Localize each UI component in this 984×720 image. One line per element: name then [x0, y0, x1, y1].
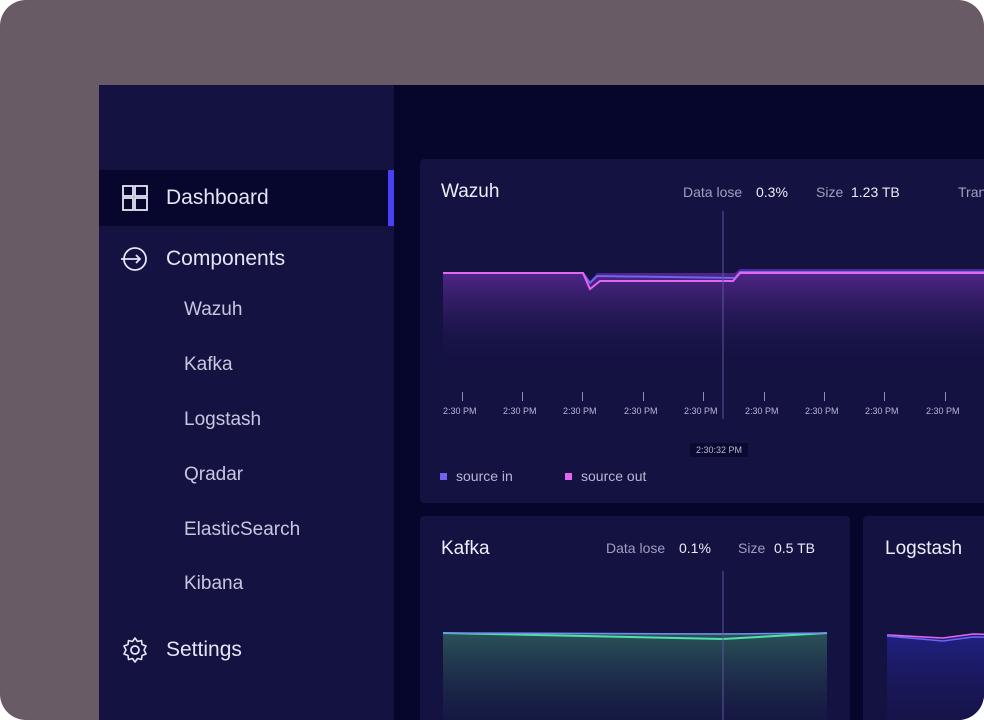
- data-lose-value: 0.3%: [756, 184, 788, 200]
- card-title: Kafka: [441, 538, 490, 559]
- legend-label: source in: [456, 468, 513, 484]
- time-tick-label: 2:30 PM: [684, 406, 718, 416]
- kafka-area: [443, 633, 827, 720]
- active-indicator: [388, 170, 394, 226]
- sidebar-subitem-qradar[interactable]: Qradar: [184, 464, 244, 485]
- gear-icon: [123, 637, 147, 663]
- logstash-line-out: [886, 633, 984, 639]
- size-label: Size: [816, 184, 844, 200]
- size-label: Size: [738, 540, 766, 556]
- logstash-chart: [886, 633, 984, 720]
- data-lose-value: 0.1%: [679, 540, 711, 556]
- sidebar-item-settings[interactable]: Settings: [99, 622, 394, 678]
- size-value: 1.23 TB: [851, 184, 900, 200]
- time-tick-label: 2:30 PM: [805, 406, 839, 416]
- wazuh-chart: [443, 211, 984, 419]
- tick-mark: [462, 392, 463, 401]
- sidebar: Dashboard Components Wazuh Kafka Logstas…: [99, 85, 394, 720]
- sidebar-item-label: Settings: [166, 638, 242, 661]
- time-tick-label: 2:30 PM: [503, 406, 537, 416]
- logstash-card: Logstash: [863, 516, 984, 720]
- source-in-area: [443, 269, 984, 369]
- sidebar-subitem-kibana[interactable]: Kibana: [184, 573, 244, 594]
- sidebar-item-label: Components: [166, 247, 286, 270]
- time-tick-label: 2:30 PM: [624, 406, 658, 416]
- time-tick-label: 2:30 PM: [865, 406, 899, 416]
- sidebar-subitem-elasticsearch[interactable]: ElasticSearch: [184, 519, 301, 540]
- legend-swatch: [440, 472, 447, 480]
- time-tick-label: 2:30 PM: [443, 406, 477, 416]
- cursor-time-tooltip: 2:30:32 PM: [690, 443, 749, 457]
- wazuh-card: Wazuh Data lose 0.3% Size 1.23 TB Tran: [420, 159, 984, 503]
- sidebar-subitem-kafka[interactable]: Kafka: [184, 354, 233, 375]
- tick-mark: [884, 392, 885, 401]
- data-lose-label: Data lose: [683, 184, 743, 200]
- tick-mark: [703, 392, 704, 401]
- legend-source-out[interactable]: source out: [565, 468, 646, 484]
- data-lose-label: Data lose: [606, 540, 666, 556]
- sidebar-subitem-wazuh[interactable]: Wazuh: [184, 299, 243, 320]
- legend-swatch: [565, 472, 572, 480]
- legend-source-in[interactable]: source in: [440, 468, 513, 484]
- sidebar-item-dashboard[interactable]: Dashboard: [99, 170, 394, 226]
- kafka-chart: [442, 571, 828, 720]
- app-window: Dashboard Components Wazuh Kafka Logstas…: [99, 85, 984, 720]
- time-tick-label: 2:30 PM: [926, 406, 960, 416]
- logstash-line-in: [886, 635, 984, 642]
- tick-mark: [945, 392, 946, 401]
- transfer-label: Tran: [958, 184, 984, 200]
- size-value: 0.5 TB: [774, 540, 815, 556]
- legend-label: source out: [581, 468, 647, 484]
- tick-mark: [582, 392, 583, 401]
- sidebar-item-components[interactable]: Components: [99, 231, 394, 287]
- kafka-card: Kafka Data lose 0.1% Size 0.5 TB: [420, 516, 850, 720]
- components-icon: [121, 247, 147, 271]
- sidebar-subitem-logstash[interactable]: Logstash: [184, 409, 262, 430]
- tick-mark: [522, 392, 523, 401]
- card-title: Wazuh: [441, 181, 500, 202]
- tick-mark: [824, 392, 825, 401]
- source-out-line: [443, 272, 984, 291]
- tick-mark: [643, 392, 644, 401]
- kafka-line-b: [442, 632, 828, 635]
- card-title: Logstash: [885, 538, 963, 559]
- time-tick-label: 2:30 PM: [563, 406, 597, 416]
- tick-mark: [764, 392, 765, 401]
- logstash-area: [887, 634, 984, 720]
- dashboard-icon: [122, 185, 148, 211]
- sidebar-item-label: Dashboard: [166, 186, 269, 209]
- time-tick-label: 2:30 PM: [745, 406, 779, 416]
